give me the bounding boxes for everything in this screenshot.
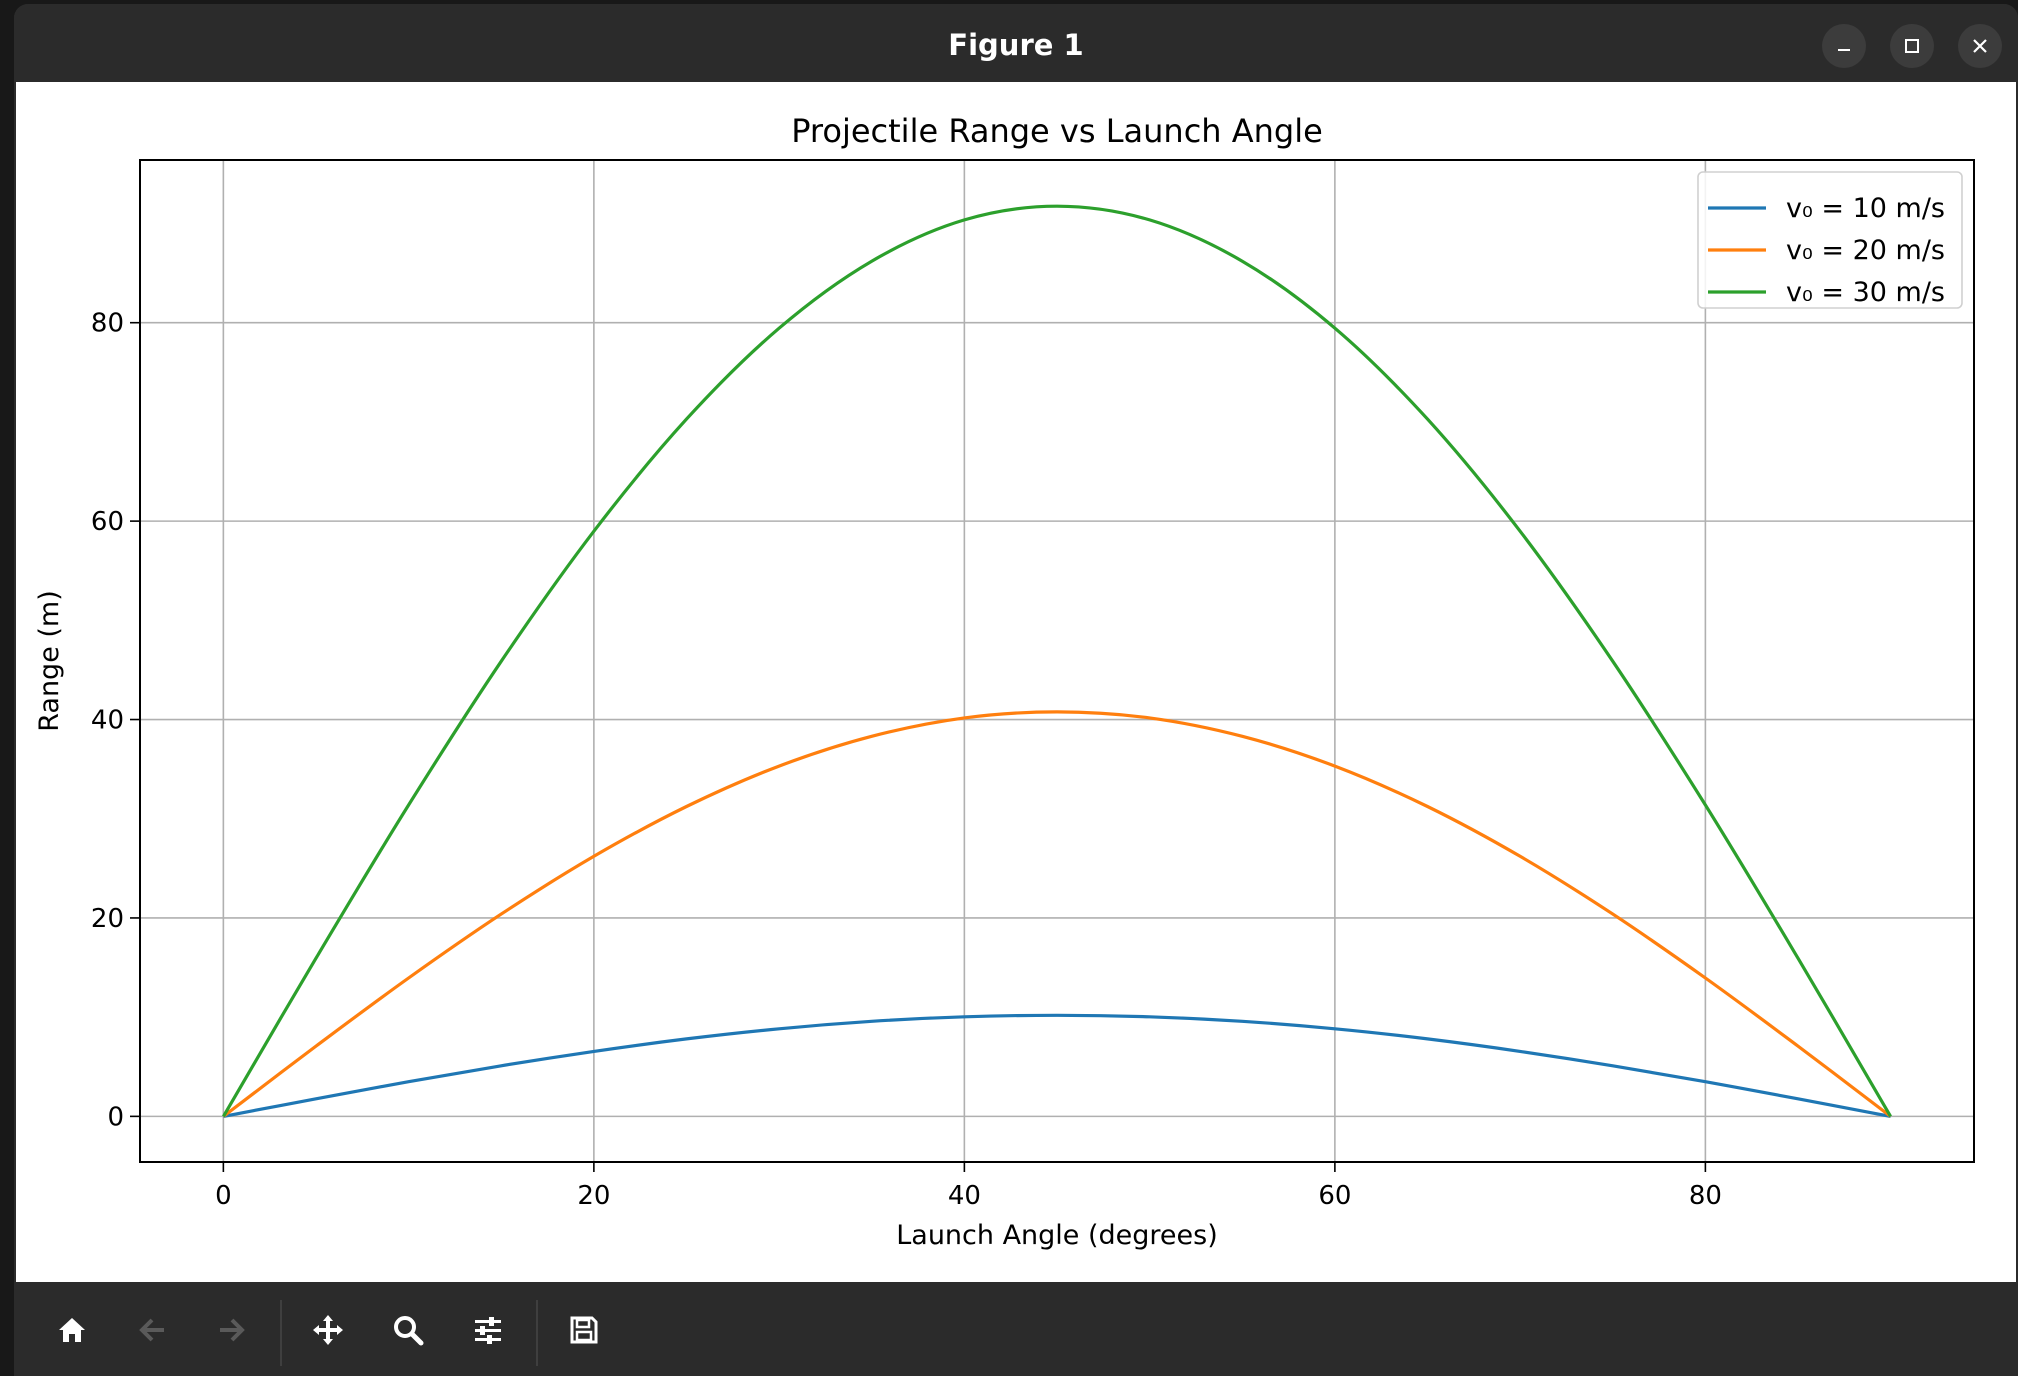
arrow-right-icon (220, 1318, 245, 1342)
move-icon (313, 1315, 343, 1345)
figure-window: Figure 1 0 20 40 60 80 0 20 40 60 80 Projectile R… (14, 4, 2018, 1376)
y-tick-label: 40 (91, 706, 124, 736)
forward-button[interactable] (204, 1302, 260, 1358)
pan-button[interactable] (300, 1302, 356, 1358)
back-button[interactable] (124, 1302, 180, 1358)
arrow-left-icon (139, 1318, 164, 1342)
legend-box (1697, 171, 1963, 309)
navigation-toolbar (14, 1282, 2018, 1376)
series-lines (222, 204, 1892, 1118)
figure-canvas[interactable]: 0 20 40 60 80 0 20 40 60 80 Projectile Range vs L… (16, 82, 2016, 1282)
y-axis-label: Range (m) (34, 590, 65, 732)
maximize-button[interactable] (1890, 24, 1934, 68)
chart-title: Projectile Range vs Launch Angle (791, 112, 1323, 150)
grid-lines (140, 160, 1974, 1162)
home-button[interactable] (44, 1302, 100, 1358)
search-icon (394, 1316, 424, 1346)
x-tick-label: 80 (1689, 1181, 1722, 1211)
toolbar-separator (280, 1300, 282, 1366)
axes-frame (139, 159, 1975, 1163)
series-line-2 (222, 710, 1892, 1118)
toolbar-separator (536, 1300, 538, 1366)
maximize-icon (1905, 39, 1919, 53)
minimize-button[interactable] (1822, 24, 1866, 68)
axis-ticks: 0 20 40 60 80 0 20 40 60 80 (91, 309, 1722, 1211)
x-tick-label: 0 (215, 1181, 232, 1211)
window-title: Figure 1 (948, 28, 1084, 62)
series-line-1 (223, 1013, 1891, 1118)
sliders-icon (475, 1317, 501, 1344)
series-line-3 (222, 204, 1892, 1118)
zoom-button[interactable] (380, 1302, 436, 1358)
configure-subplots-button[interactable] (460, 1302, 516, 1358)
y-tick-label: 80 (91, 309, 124, 339)
x-tick-label: 20 (577, 1181, 610, 1211)
title-bar[interactable]: Figure 1 (14, 4, 2018, 82)
line-chart: 0 20 40 60 80 0 20 40 60 80 Projectile Range vs L… (34, 112, 1975, 1251)
minimize-icon (1838, 49, 1850, 51)
y-tick-label: 0 (107, 1102, 124, 1132)
legend: v₀ = 10 m/s v₀ = 20 m/s v₀ = 30 m/s (1697, 171, 1963, 309)
x-axis-label: Launch Angle (degrees) (896, 1220, 1218, 1251)
home-icon (59, 1318, 85, 1342)
legend-label: v₀ = 10 m/s (1786, 193, 1945, 224)
y-tick-label: 20 (91, 904, 124, 934)
background-editor-sidebar (0, 0, 16, 1376)
save-button[interactable] (556, 1302, 612, 1358)
x-tick-label: 60 (1318, 1181, 1351, 1211)
save-icon (570, 1316, 598, 1344)
legend-label: v₀ = 30 m/s (1786, 277, 1945, 308)
x-tick-label: 40 (948, 1181, 981, 1211)
close-button[interactable] (1958, 24, 2002, 68)
close-icon (1973, 39, 1987, 53)
legend-label: v₀ = 20 m/s (1786, 235, 1945, 266)
y-tick-label: 60 (91, 507, 124, 537)
